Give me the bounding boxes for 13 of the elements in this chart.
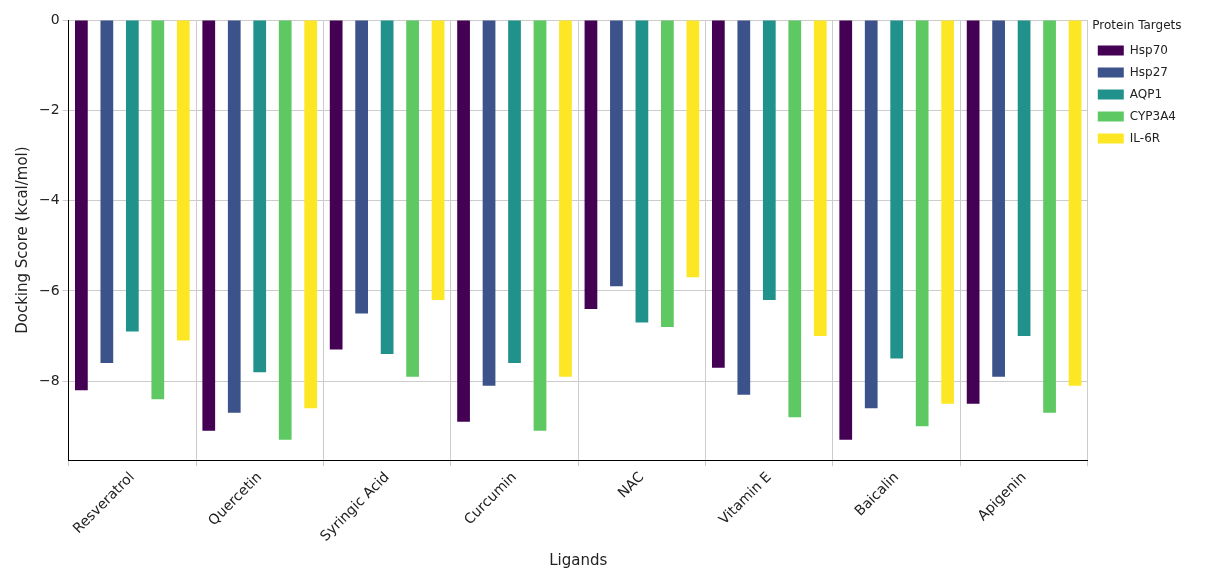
y-tick-label: −8 bbox=[39, 371, 60, 388]
legend-label: AQP1 bbox=[1129, 86, 1163, 101]
y-tick-label: 0 bbox=[50, 10, 60, 27]
y-axis-title: Docking Score (kcal/mol) bbox=[12, 146, 31, 334]
y-tick-label: −4 bbox=[39, 191, 60, 208]
y-tick-label: −6 bbox=[39, 281, 60, 298]
legend-title: Protein Targets bbox=[1092, 18, 1182, 33]
legend-label: Hsp70 bbox=[1129, 42, 1168, 57]
legend-label: IL-6R bbox=[1129, 130, 1161, 145]
y-tick-label: −2 bbox=[39, 100, 60, 117]
legend-label: Hsp27 bbox=[1129, 64, 1168, 79]
x-axis-title: Ligands bbox=[549, 550, 608, 569]
legend-label: CYP3A4 bbox=[1129, 108, 1177, 123]
